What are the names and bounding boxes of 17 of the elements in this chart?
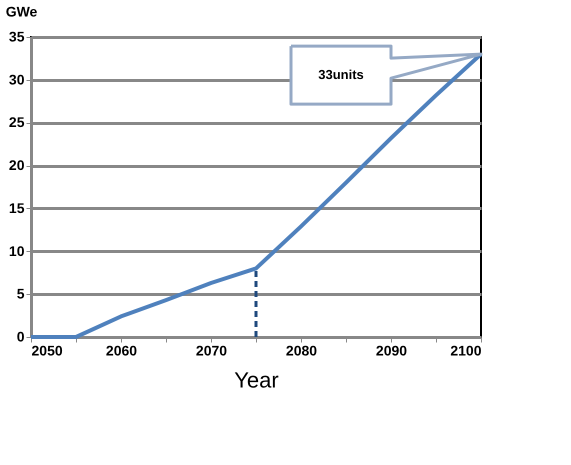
y-tick-label: 5 bbox=[16, 286, 25, 302]
y-tick-label: 25 bbox=[8, 114, 25, 130]
annotation: 33units bbox=[318, 67, 364, 82]
x-axis-title: Year bbox=[234, 368, 279, 392]
x-tick-label: 2080 bbox=[286, 342, 318, 358]
y-axis-title: GWe bbox=[6, 4, 38, 20]
x-tick-label: 2100 bbox=[450, 342, 482, 358]
y-tick-label: 20 bbox=[8, 157, 25, 174]
x-tick-label: 2050 bbox=[32, 342, 63, 358]
y-tick-label: 15 bbox=[8, 200, 25, 216]
y-tick-label: 30 bbox=[8, 71, 25, 88]
y-tick-label: 10 bbox=[8, 242, 25, 259]
x-tick-label: 2070 bbox=[196, 342, 228, 358]
y-tick-label: 35 bbox=[8, 28, 25, 44]
x-tick-label: 2090 bbox=[376, 342, 408, 358]
x-tick-label: 2060 bbox=[106, 342, 138, 358]
y-tick-label: 0 bbox=[16, 328, 25, 344]
